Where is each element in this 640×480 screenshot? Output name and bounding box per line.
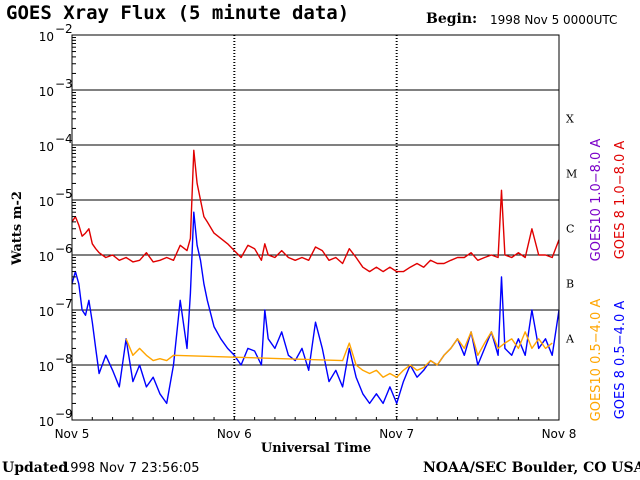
credit-line: NOAA/SEC Boulder, CO USA — [423, 460, 640, 476]
legend-entry: GOES 8 0.5−4.0 A — [613, 301, 628, 420]
y-tick-label: 10 — [39, 415, 54, 429]
legend-entry: GOES10 0.5−4.0 A — [589, 299, 604, 422]
series-line — [71, 211, 560, 405]
flare-class-label: B — [566, 278, 574, 291]
y-tick-label: 10 — [39, 360, 54, 374]
y-tick-label: 10 — [39, 305, 54, 319]
flare-class-label: X — [566, 113, 574, 126]
flare-class-label: C — [566, 223, 574, 236]
updated-label: Updated — [2, 460, 69, 476]
chart-title: GOES Xray Flux (5 minute data) — [6, 2, 350, 24]
y-tick-label: 10 — [39, 140, 54, 154]
y-tick-label: 10 — [39, 195, 54, 209]
y-tick-exponent: −5 — [55, 187, 73, 201]
y-tick-exponent: −2 — [55, 22, 73, 36]
begin-label: Begin: — [426, 11, 478, 27]
series-line — [125, 331, 553, 378]
y-tick-exponent: −8 — [55, 352, 73, 366]
plot-frame — [71, 34, 560, 421]
y-tick-label: 10 — [39, 30, 54, 44]
x-tick-label: Nov 7 — [379, 427, 414, 441]
series-layer — [71, 149, 560, 405]
y-tick-exponent: −6 — [55, 242, 73, 256]
y-axis-label: Watts m-2 — [10, 191, 25, 266]
x-tick-label: Nov 5 — [55, 427, 90, 441]
legend: GOES10 1.0−8.0 A GOES 8 1.0−8.0 A GOES10 0… — [589, 139, 628, 422]
x-tick-label: Nov 8 — [542, 427, 577, 441]
flare-class-label: M — [566, 168, 577, 181]
y-tick-exponent: −9 — [55, 407, 73, 421]
x-axis-label: Universal Time — [261, 441, 371, 456]
y-tick-exponent: −3 — [55, 77, 73, 91]
flare-class-label: A — [565, 333, 575, 346]
begin-date: 1998 Nov 5 0000UTC — [490, 13, 618, 27]
y-tick-exponent: −7 — [55, 297, 73, 311]
y-tick-label: 10 — [39, 85, 54, 99]
series-line — [71, 149, 560, 273]
updated-timestamp: 1998 Nov 7 23:56:05 — [62, 461, 200, 476]
x-tick-label: Nov 6 — [217, 427, 252, 441]
legend-entry: GOES10 1.0−8.0 A — [589, 139, 604, 262]
grid-layer — [72, 34, 559, 421]
legend-entry: GOES 8 1.0−8.0 A — [613, 141, 628, 260]
y-tick-exponent: −4 — [55, 132, 73, 146]
y-tick-label: 10 — [39, 250, 54, 264]
